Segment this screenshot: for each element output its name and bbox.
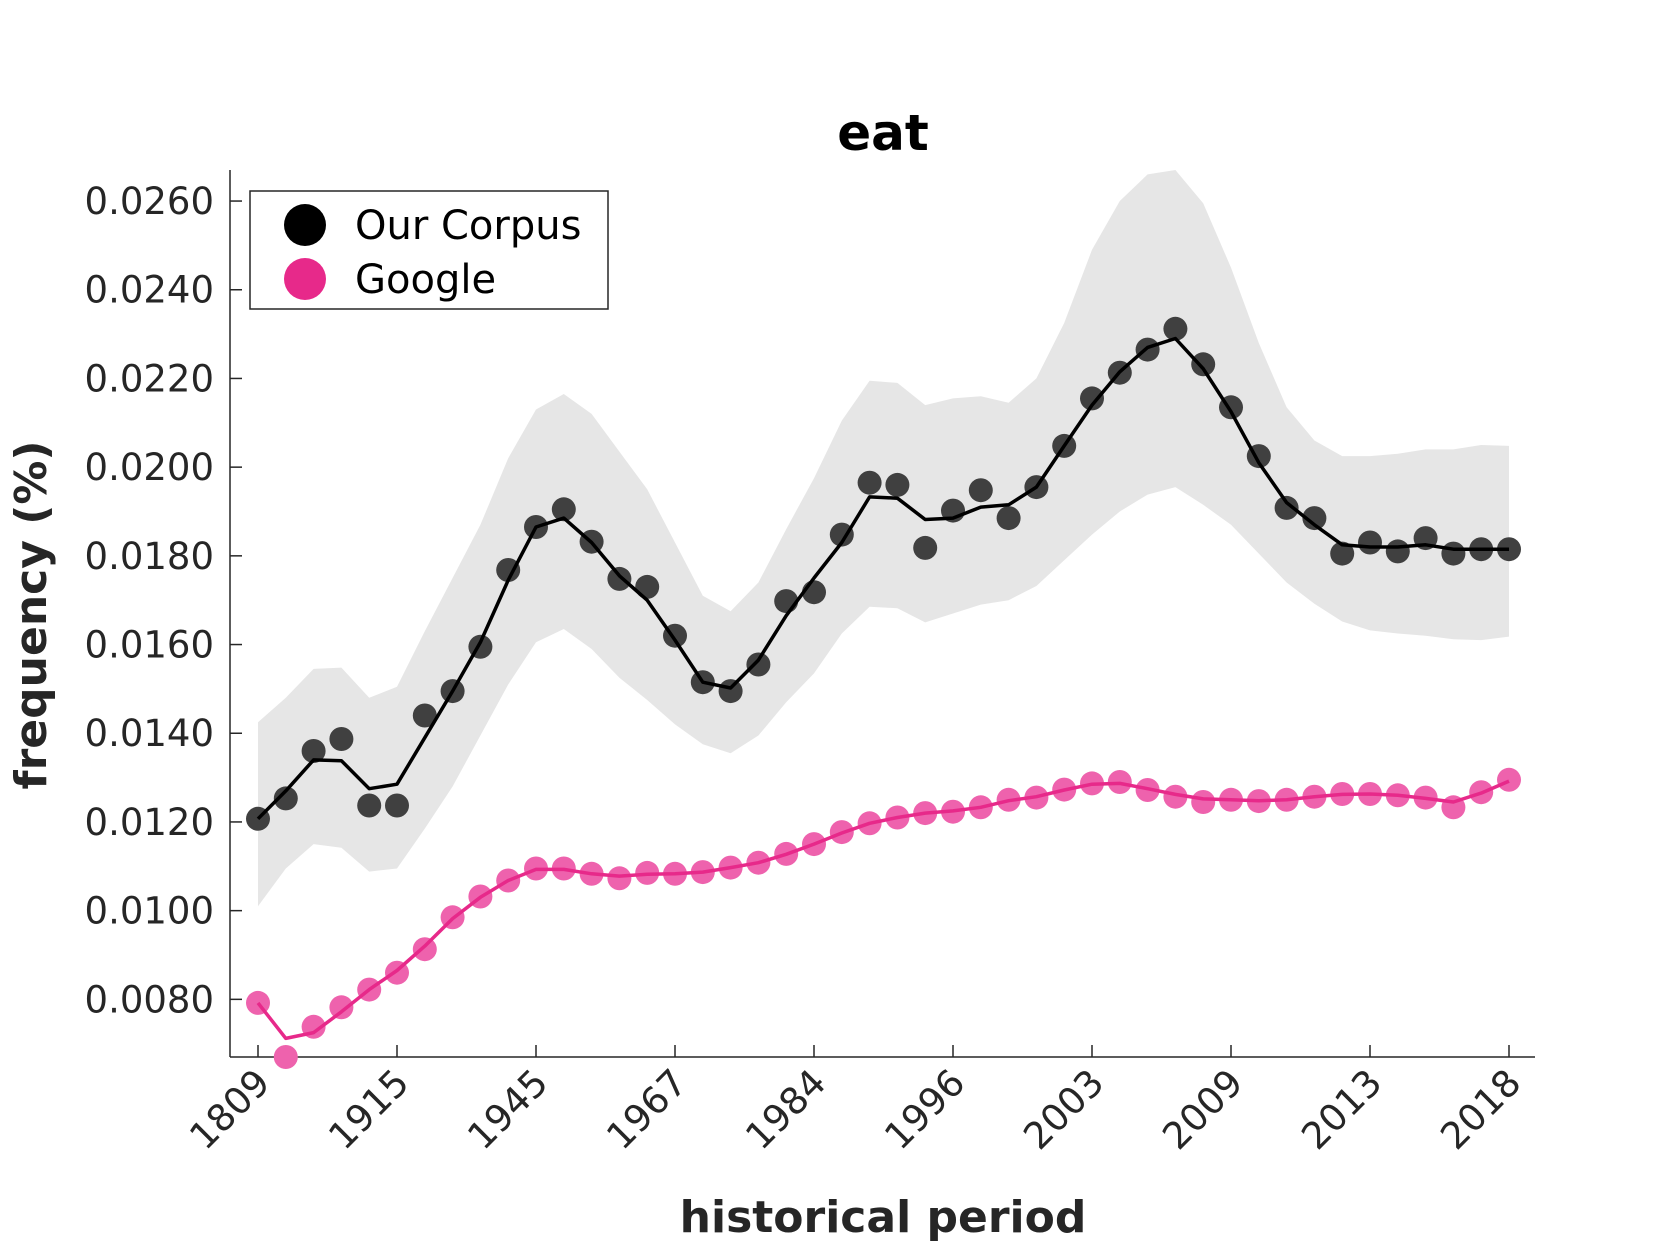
corpus-point (1441, 541, 1466, 566)
x-tick-label: 1945 (459, 1061, 556, 1158)
google-point (607, 866, 632, 891)
y-axis-label: frequency (%) (6, 440, 57, 789)
corpus-point (635, 574, 660, 599)
x-tick-label: 1915 (320, 1061, 417, 1158)
legend: Our Corpus Google (249, 190, 609, 310)
google-point (1191, 790, 1216, 814)
y-tick-label: 0.0140 (85, 712, 214, 755)
corpus-point (1330, 541, 1355, 566)
x-tick-label: 1984 (737, 1061, 834, 1158)
corpus-point (551, 497, 576, 522)
google-point (412, 937, 437, 962)
corpus-point (1080, 386, 1104, 411)
corpus-point (774, 589, 799, 614)
corpus-line (256, 336, 1509, 821)
corpus-point (1385, 539, 1410, 564)
plot-area: 0.0080 0.0100 0.0120 0.0140 0.0160 0.0180 0.02… (85, 170, 1535, 1158)
x-axis-label: historical period (680, 1192, 1087, 1243)
corpus-point (718, 679, 743, 704)
legend-marker-google (284, 258, 326, 300)
google-line (256, 779, 1510, 1041)
corpus-point (996, 506, 1021, 531)
legend-label-google: Google (355, 257, 496, 303)
corpus-point (829, 522, 854, 547)
confidence-band (258, 170, 1509, 907)
y-tick-label: 0.0260 (85, 180, 214, 223)
chart-title: eat (837, 104, 929, 162)
corpus-point (1358, 530, 1382, 555)
y-tick-label: 0.0180 (85, 535, 214, 578)
google-point (329, 995, 354, 1020)
corpus-point (1274, 495, 1299, 520)
x-tick-label: 2003 (1015, 1061, 1112, 1158)
corpus-point (496, 558, 521, 582)
y-tick-label: 0.0100 (85, 890, 214, 933)
x-tick-label: 2009 (1154, 1061, 1251, 1158)
corpus-point (273, 786, 298, 811)
corpus-point (1191, 352, 1216, 377)
corpus-point (968, 478, 993, 503)
y-tick-label: 0.0160 (85, 624, 214, 667)
y-tick-label: 0.0120 (85, 801, 214, 844)
corpus-point (885, 472, 910, 497)
corpus-point (607, 566, 632, 591)
legend-label-corpus: Our Corpus (355, 203, 581, 249)
corpus-point (385, 793, 409, 818)
corpus-point (1302, 506, 1327, 531)
x-tick-label: 1809 (181, 1061, 278, 1158)
x-tick-label: 1996 (876, 1061, 973, 1158)
y-tick-label: 0.0200 (85, 446, 214, 489)
corpus-point (1163, 316, 1188, 341)
x-tick-label: 2018 (1432, 1061, 1529, 1158)
google-point (273, 1045, 298, 1069)
x-tick-label: 2013 (1293, 1061, 1390, 1158)
corpus-point (301, 739, 326, 763)
corpus-point (857, 470, 882, 495)
legend-marker-corpus (284, 204, 326, 246)
corpus-point (329, 727, 354, 751)
y-tick-label: 0.0080 (85, 978, 214, 1021)
y-tick-label: 0.0240 (85, 269, 214, 312)
corpus-point (412, 703, 437, 728)
y-tick-label: 0.0220 (85, 357, 214, 400)
google-point (1163, 784, 1188, 809)
google-point (1497, 767, 1521, 792)
corpus-point (746, 652, 771, 677)
corpus-point (357, 793, 382, 818)
x-tick-label: 1967 (598, 1061, 695, 1158)
corpus-point (913, 535, 938, 560)
